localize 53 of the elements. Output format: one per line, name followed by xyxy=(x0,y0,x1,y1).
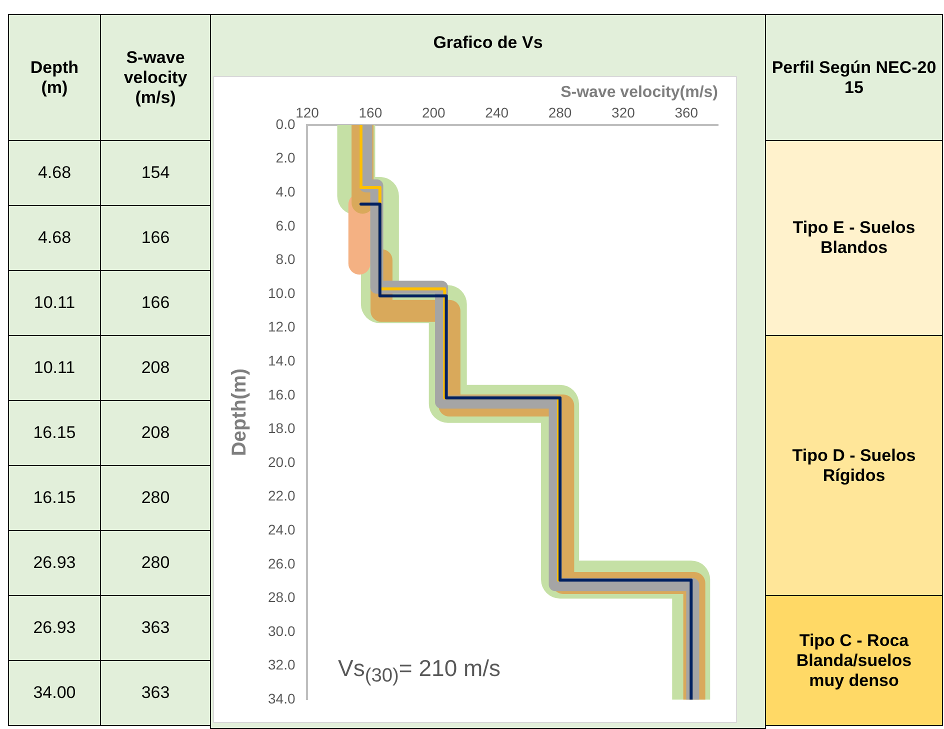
text: 166 xyxy=(100,205,211,271)
text: 363 xyxy=(100,595,211,661)
x-tick-label: 160 xyxy=(358,104,382,120)
text: 280 xyxy=(100,530,211,596)
y-tick-label: 14.0 xyxy=(268,352,296,368)
x-tick-label: 280 xyxy=(548,104,572,120)
y-tick-label: 12.0 xyxy=(268,318,296,335)
chart-title: Grafico de Vs xyxy=(433,33,543,53)
x-tick-label: 360 xyxy=(674,104,698,120)
text: Depth (m) xyxy=(29,58,80,98)
text: 166 xyxy=(100,270,211,336)
text: 4.68 xyxy=(8,205,101,271)
text: Tipo D - Suelos Rígidos xyxy=(791,446,917,486)
text: 363 xyxy=(100,660,211,726)
text: 16.15 xyxy=(8,465,101,531)
y-axis-title: Depth(m) xyxy=(228,368,251,456)
text: 10.11 xyxy=(8,270,101,336)
y-tick-label: 22.0 xyxy=(268,488,296,504)
text: 34.00 xyxy=(8,660,101,726)
text: 16.15 xyxy=(8,400,101,466)
text: Tipo E - Suelos Blandos xyxy=(792,218,916,258)
text: Perfil Según NEC-2015 xyxy=(770,58,938,98)
x-tick-label: 120 xyxy=(296,104,320,120)
y-tick-label: 26.0 xyxy=(268,555,296,572)
y-tick-label: 18.0 xyxy=(268,420,296,436)
text: 208 xyxy=(100,335,211,401)
y-tick-label: 8.0 xyxy=(276,251,296,268)
y-tick-label: 32.0 xyxy=(268,656,296,673)
text: S-wave velocity (m/s) xyxy=(122,48,188,108)
x-axis-title: S-wave velocity(m/s) xyxy=(560,84,718,102)
y-tick-label: 24.0 xyxy=(268,521,296,538)
y-tick-label: 4.0 xyxy=(276,183,296,200)
y-tick-label: 34.0 xyxy=(268,690,296,706)
x-tick-label: 320 xyxy=(612,104,636,120)
y-tick-label: 2.0 xyxy=(276,150,296,166)
text: 208 xyxy=(100,400,211,466)
x-tick-label: 240 xyxy=(485,104,509,120)
text: 10.11 xyxy=(8,335,101,401)
text: 4.68 xyxy=(8,140,101,206)
y-tick-label: 0.0 xyxy=(276,116,296,132)
text: 26.93 xyxy=(8,595,101,661)
y-tick-label: 10.0 xyxy=(268,284,296,301)
annotation: Vs$_{(30)}$= 210 m/s xyxy=(338,655,501,688)
y-tick-label: 28.0 xyxy=(268,589,296,606)
y-tick-label: 30.0 xyxy=(268,622,296,639)
y-tick-label: 20.0 xyxy=(268,454,296,470)
y-tick-label: 6.0 xyxy=(276,217,296,234)
text: 280 xyxy=(100,465,211,531)
text: Tipo C - Roca Blanda/suelos muy denso xyxy=(795,630,913,690)
text: 26.93 xyxy=(8,530,101,596)
text: 154 xyxy=(100,140,211,206)
y-tick-label: 16.0 xyxy=(268,386,296,402)
x-tick-label: 200 xyxy=(422,104,446,120)
